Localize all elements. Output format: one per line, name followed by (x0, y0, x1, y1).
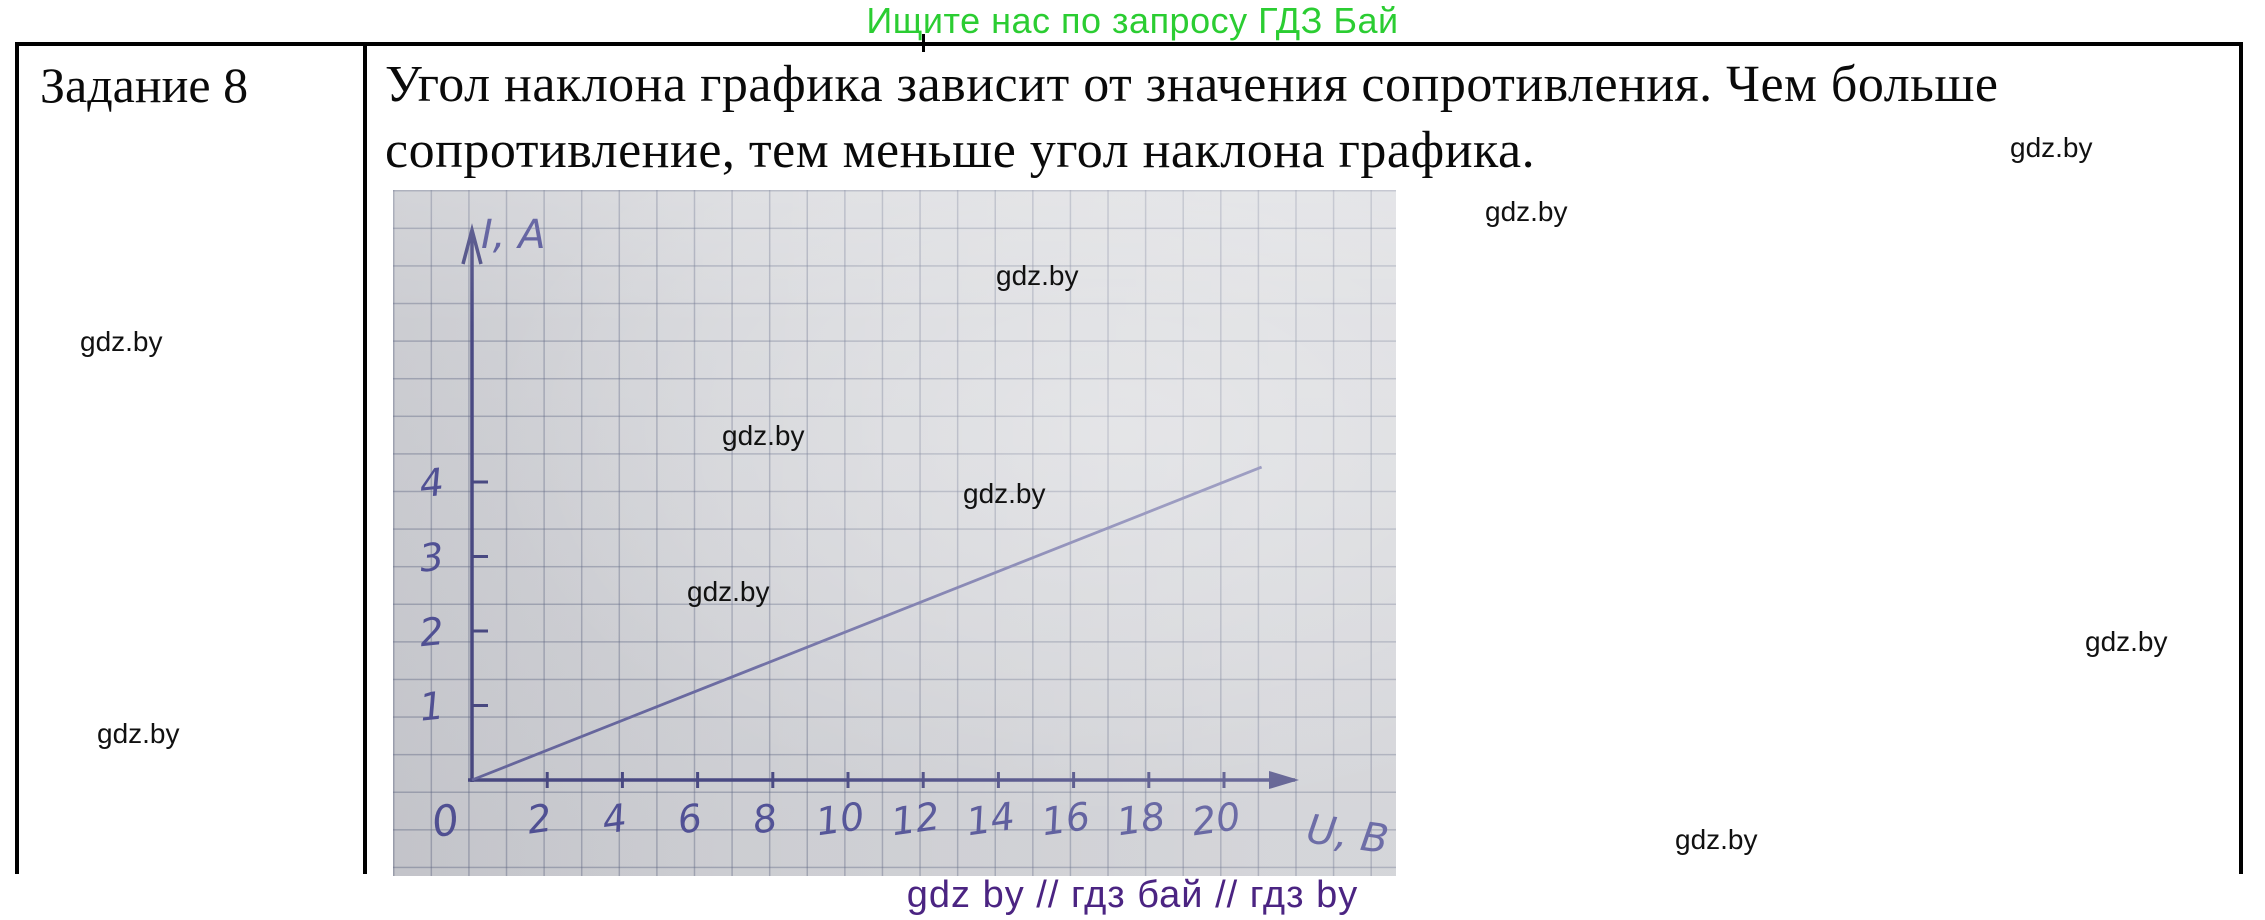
handwritten-label: 12 (888, 794, 942, 844)
graph-series (471, 465, 1263, 782)
y-axis-arrow (461, 223, 483, 265)
watermark-8: gdz.by (2010, 132, 2093, 163)
watermark-3: gdz.by (722, 420, 805, 451)
x-axis-arrow (1269, 771, 1299, 789)
handwritten-label: 14 (964, 794, 1018, 844)
watermark-5: gdz.by (963, 478, 1046, 509)
border-tick-mark (922, 34, 925, 52)
graph-photo: 1 2 3 4 2 4 6 8 10 12 14 16 18 20 0 I, А U, В (393, 190, 1396, 876)
watermark-10: gdz.by (1675, 824, 1758, 855)
handwritten-label: 10 (813, 794, 867, 844)
answer-line-2: сопротивление, тем меньше угол наклона г… (385, 122, 1536, 179)
task-table: Задание 8 Угол наклона графика зависит о… (15, 42, 2243, 874)
handwritten-label: 8 (750, 796, 780, 843)
handwritten-label: 4 (600, 796, 630, 843)
handwritten-label: 2 (417, 609, 446, 655)
watermark-1: gdz.by (80, 326, 163, 357)
handwritten-label: 1 (417, 683, 446, 729)
promo-header: Ищите нас по запросу ГДЗ Бай (866, 0, 1399, 41)
iv-line (471, 465, 1263, 782)
handwritten-label: 4 (417, 460, 446, 506)
handwritten-label: 3 (417, 534, 446, 580)
handwritten-label: 18 (1114, 794, 1168, 844)
watermark-7: gdz.by (1485, 196, 1568, 227)
table-divider (363, 46, 367, 874)
handwritten-label: 6 (675, 796, 705, 843)
handwritten-label: 20 (1189, 794, 1243, 844)
task-answer-text: Угол наклона графика зависит от значения… (385, 52, 2175, 184)
handwritten-label: 0 (428, 794, 463, 847)
watermark-4: gdz.by (687, 576, 770, 607)
watermark-6: gdz.by (996, 260, 1079, 291)
watermark-9: gdz.by (2085, 626, 2168, 657)
x-axis-title: U, В (1304, 806, 1392, 863)
handwritten-label: 16 (1039, 794, 1093, 844)
graph-axes (461, 223, 1299, 789)
watermark-2: gdz.by (97, 718, 180, 749)
handwritten-label: 2 (524, 796, 554, 843)
graph-axis-titles: I, А U, В (481, 212, 1391, 863)
y-axis-title: I, А (481, 212, 546, 258)
footer-keywords: gdz by // гдз бай // гдз by (906, 874, 1359, 916)
answer-line-1: Угол наклона графика зависит от значения… (385, 56, 1999, 113)
task-number-label: Задание 8 (40, 57, 249, 113)
